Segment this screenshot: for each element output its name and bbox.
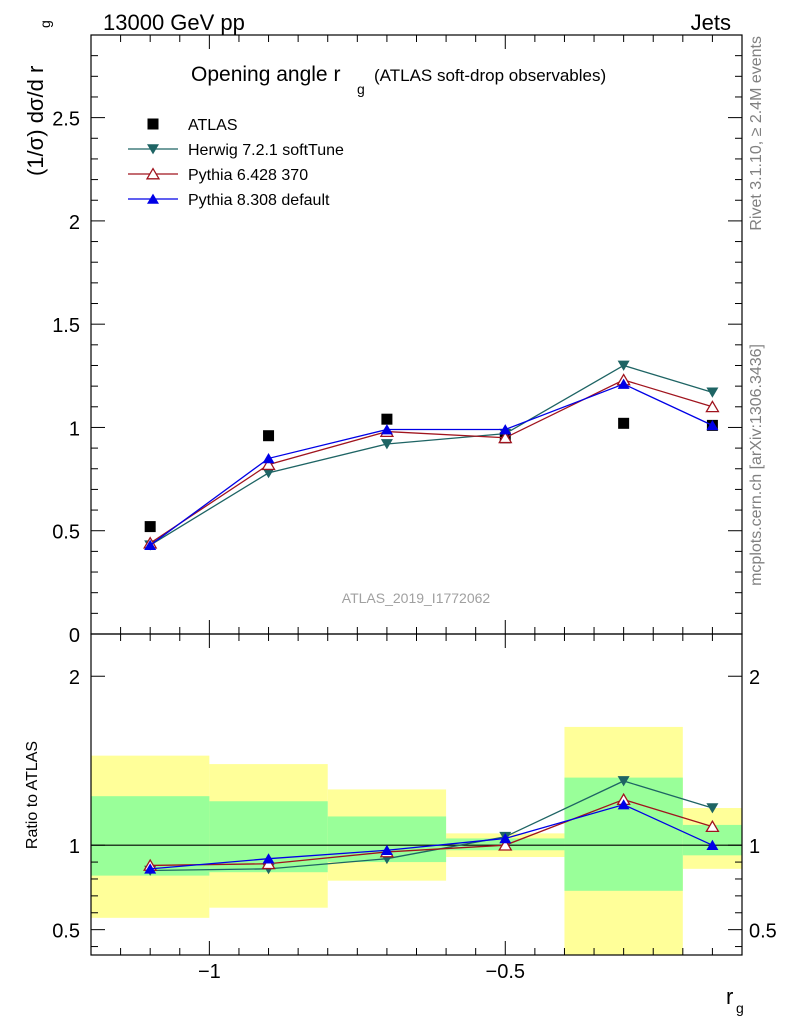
ratio-y-tick-label-right: 2	[749, 667, 760, 689]
ratio-uncertainty-bands	[91, 726, 742, 955]
legend-entry: ATLAS	[188, 117, 238, 134]
ratio-y-tick-label-right: 0.5	[749, 921, 777, 943]
ratio-panel: 0.5 0.5 1 1 2 2 −1 −0.5 Ratio to ATLAS r g	[24, 633, 777, 1016]
data-point	[706, 387, 719, 398]
legend-entry: Herwig 7.2.1 softTune	[188, 142, 344, 159]
ratio-data-point	[144, 863, 157, 874]
legend-entry: Pythia 8.308 default	[188, 192, 330, 209]
y-tick-label: 1.5	[52, 315, 80, 337]
x-tick-label: −1	[198, 961, 221, 983]
data-point	[617, 360, 630, 371]
ratio-data-point	[705, 819, 720, 833]
legend: ATLAS Herwig 7.2.1 softTune Pythia 6.428 3…	[128, 117, 344, 209]
data-point	[380, 439, 393, 450]
energy-label: 13000 GeV pp	[103, 10, 245, 35]
chart-title-subscript: g	[357, 81, 365, 97]
rivet-label: Rivet 3.1.10, ≥ 2.4M events	[748, 36, 765, 231]
mcplots-label: mcplots.cern.ch [arXiv:1306.3436]	[748, 344, 765, 586]
data-point	[498, 431, 513, 444]
ratio-series-line	[150, 780, 713, 872]
legend-entry: Pythia 6.428 370	[188, 167, 308, 184]
legend-marker	[147, 118, 159, 130]
legend-marker	[147, 144, 159, 155]
data-point	[144, 539, 157, 550]
y-tick-label: 2.5	[52, 109, 80, 131]
series-line	[149, 379, 713, 544]
legend-marker	[145, 167, 161, 180]
chart-title-main: Opening angle r	[191, 63, 340, 86]
main-panel: 0 0.5 1 1.5 2 2.5 Opening angle r g (ATLAS so…	[23, 20, 743, 647]
process-label: Jets	[691, 10, 731, 35]
data-point	[706, 419, 719, 431]
series-line	[149, 364, 713, 546]
data-point	[380, 424, 393, 435]
ratio-series-line	[150, 803, 713, 870]
y-axis-label-subscript: g	[37, 20, 53, 28]
ratio-plot-marks	[143, 776, 720, 876]
y-tick-label: 0	[69, 625, 80, 647]
data-point	[618, 417, 630, 429]
ratio-data-point	[498, 838, 513, 851]
ratio-data-point	[706, 803, 719, 814]
data-point	[262, 468, 275, 479]
y-axis-label-main: (1/σ) dσ/d r	[23, 66, 48, 176]
series-line	[149, 383, 713, 546]
data-point	[705, 400, 720, 413]
ratio-axes: 0.5 0.5 1 1 2 2 −1 −0.5	[52, 634, 777, 983]
data-point	[499, 424, 512, 435]
ratio-y-tick-label: 1	[69, 836, 80, 858]
ratio-y-tick-label: 2	[69, 667, 80, 689]
ratio-y-axis-label: Ratio to ATLAS	[24, 741, 41, 849]
main-axes: 0 0.5 1 1.5 2 2.5	[52, 34, 743, 647]
ratio-data-point	[499, 833, 512, 844]
analysis-label: ATLAS_2019_I1772062	[342, 590, 491, 606]
legend-marker	[147, 193, 159, 204]
ratio-data-point	[617, 799, 630, 810]
chart-title-suffix: (ATLAS soft-drop observables)	[374, 66, 606, 85]
data-point	[263, 430, 275, 442]
y-axis-label: (1/σ) dσ/d r g	[23, 20, 53, 176]
x-axis-label: r	[726, 984, 733, 1009]
x-axis-label-subscript: g	[736, 1000, 744, 1016]
ratio-y-tick-label: 0.5	[52, 921, 80, 943]
x-tick-label: −0.5	[486, 961, 525, 983]
ratio-data-point	[706, 839, 719, 850]
chart-title: Opening angle r	[191, 63, 340, 86]
ratio-series-line	[150, 798, 713, 867]
data-point	[144, 521, 156, 533]
data-point	[262, 453, 275, 464]
main-plot-marks	[143, 360, 720, 551]
y-tick-label: 2	[69, 212, 80, 234]
y-tick-label: 0.5	[52, 522, 80, 544]
ratio-y-tick-label-right: 1	[749, 836, 760, 858]
data-point	[381, 413, 393, 425]
y-tick-label: 1	[69, 418, 80, 440]
data-point	[617, 378, 630, 389]
ratio-data-point	[380, 844, 393, 856]
ratio-data-point	[617, 776, 630, 787]
ratio-data-point	[262, 853, 275, 864]
data-point	[261, 457, 276, 471]
